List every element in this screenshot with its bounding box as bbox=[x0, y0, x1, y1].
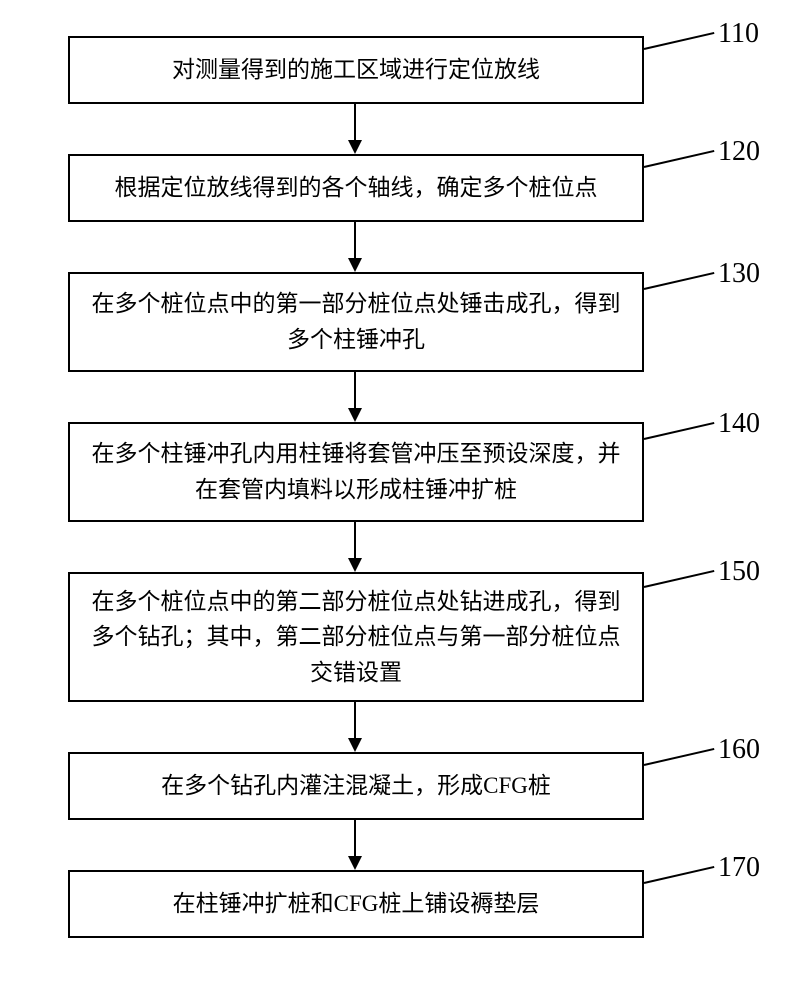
arrow-head-icon bbox=[348, 558, 362, 572]
flow-step-160: 在多个钻孔内灌注混凝土，形成CFG桩 bbox=[68, 752, 644, 820]
leader-line bbox=[644, 150, 714, 168]
flow-step-150: 在多个桩位点中的第二部分桩位点处钻进成孔，得到多个钻孔；其中，第二部分桩位点与第… bbox=[68, 572, 644, 702]
step-number-140: 140 bbox=[718, 408, 760, 440]
arrow-line bbox=[354, 372, 356, 408]
step-text: 对测量得到的施工区域进行定位放线 bbox=[172, 52, 540, 88]
step-number-110: 110 bbox=[718, 18, 759, 50]
flow-step-130: 在多个桩位点中的第一部分桩位点处锤击成孔，得到多个柱锤冲孔 bbox=[68, 272, 644, 372]
arrow-line bbox=[354, 820, 356, 856]
leader-line bbox=[644, 422, 714, 440]
step-text: 在多个桩位点中的第二部分桩位点处钻进成孔，得到多个钻孔；其中，第二部分桩位点与第… bbox=[84, 584, 628, 691]
arrow-head-icon bbox=[348, 140, 362, 154]
leader-line bbox=[644, 32, 714, 50]
arrow-head-icon bbox=[348, 408, 362, 422]
step-number-150: 150 bbox=[718, 556, 760, 588]
arrow-line bbox=[354, 222, 356, 258]
arrow-line bbox=[354, 522, 356, 558]
step-text: 在多个柱锤冲孔内用柱锤将套管冲压至预设深度，并在套管内填料以形成柱锤冲扩桩 bbox=[84, 436, 628, 507]
flow-step-110: 对测量得到的施工区域进行定位放线 bbox=[68, 36, 644, 104]
leader-line bbox=[644, 272, 714, 290]
step-text: 根据定位放线得到的各个轴线，确定多个桩位点 bbox=[115, 170, 598, 206]
step-text: 在多个桩位点中的第一部分桩位点处锤击成孔，得到多个柱锤冲孔 bbox=[84, 286, 628, 357]
arrow-line bbox=[354, 702, 356, 738]
leader-line bbox=[644, 570, 714, 588]
arrow-head-icon bbox=[348, 856, 362, 870]
flow-step-120: 根据定位放线得到的各个轴线，确定多个桩位点 bbox=[68, 154, 644, 222]
arrow-line bbox=[354, 104, 356, 140]
leader-line bbox=[644, 748, 714, 766]
arrow-head-icon bbox=[348, 258, 362, 272]
flowchart-canvas: 对测量得到的施工区域进行定位放线 110 根据定位放线得到的各个轴线，确定多个桩位点… bbox=[0, 0, 788, 1000]
flow-step-170: 在柱锤冲扩桩和CFG桩上铺设褥垫层 bbox=[68, 870, 644, 938]
step-number-160: 160 bbox=[718, 734, 760, 766]
arrow-head-icon bbox=[348, 738, 362, 752]
flow-step-140: 在多个柱锤冲孔内用柱锤将套管冲压至预设深度，并在套管内填料以形成柱锤冲扩桩 bbox=[68, 422, 644, 522]
step-number-130: 130 bbox=[718, 258, 760, 290]
step-text: 在多个钻孔内灌注混凝土，形成CFG桩 bbox=[161, 768, 551, 804]
step-number-120: 120 bbox=[718, 136, 760, 168]
step-text: 在柱锤冲扩桩和CFG桩上铺设褥垫层 bbox=[173, 886, 540, 922]
leader-line bbox=[644, 866, 714, 884]
step-number-170: 170 bbox=[718, 852, 760, 884]
